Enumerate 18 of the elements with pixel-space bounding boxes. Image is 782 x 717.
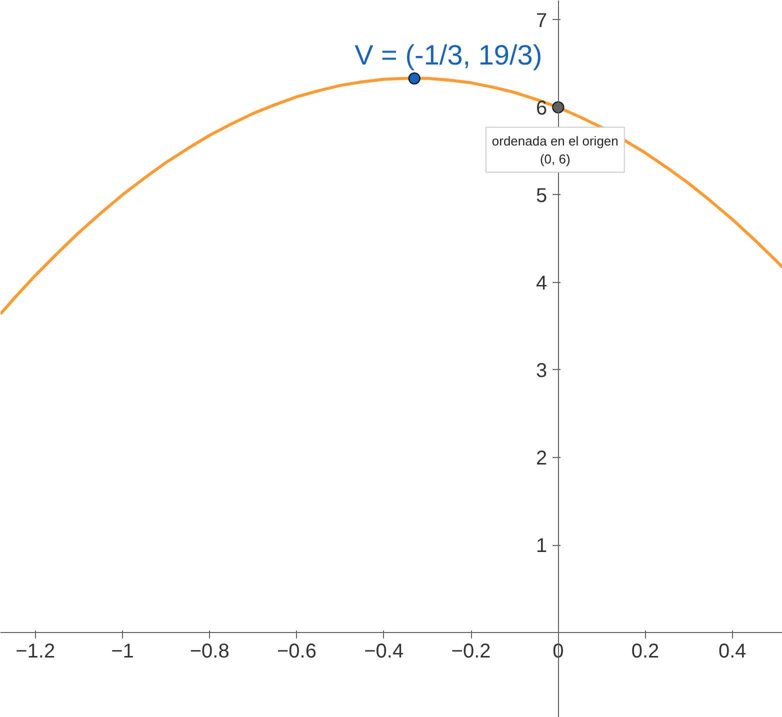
x-tick-label: −0.8 <box>190 640 230 663</box>
y-tick-label: 7 <box>536 10 548 32</box>
y-tick-label: 1 <box>536 535 548 558</box>
y-tick-label: 3 <box>536 360 548 382</box>
x-tick-label: −0.4 <box>364 640 404 663</box>
x-tick-label: 0.4 <box>718 640 746 663</box>
y-tick-label: 2 <box>536 447 548 470</box>
x-tick-label: −1.2 <box>16 640 56 663</box>
x-tick-label: −0.6 <box>277 640 316 663</box>
annotation: ordenada en el origen (0, 6) <box>492 133 618 166</box>
annotation: V = (-1/3, 19/3) <box>354 39 542 70</box>
y-tick-label: 4 <box>536 272 548 294</box>
x-tick-label: −1 <box>111 640 134 663</box>
line-series <box>0 76 782 316</box>
y-tick-label: 6 <box>536 97 548 120</box>
x-tick-label: −0.2 <box>451 640 491 663</box>
y-tick-label: 5 <box>536 184 548 207</box>
x-tick-label: 0.2 <box>631 640 660 663</box>
